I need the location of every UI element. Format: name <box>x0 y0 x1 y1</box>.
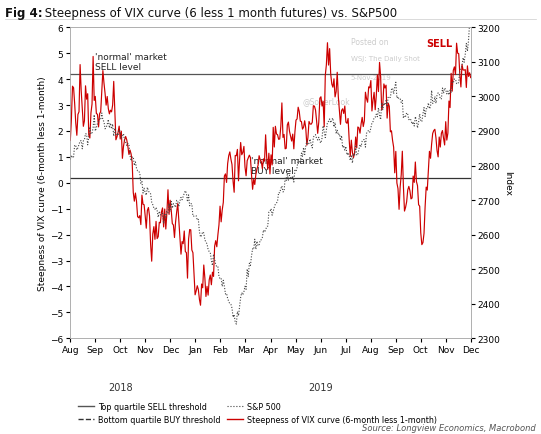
Text: @SoberLook: @SoberLook <box>302 96 350 105</box>
Text: Source: Longview Economics, Macrobond: Source: Longview Economics, Macrobond <box>362 423 536 432</box>
Legend: Top quartile SELL threshold, Bottom quartile BUY threshold, S&P 500, Steepness o: Top quartile SELL threshold, Bottom quar… <box>74 398 440 427</box>
Y-axis label: Index: Index <box>503 171 512 196</box>
Y-axis label: Steepness of VIX curve (6-month less 1-month): Steepness of VIX curve (6-month less 1-m… <box>38 76 48 290</box>
Text: 'normal' market
BUY level: 'normal' market BUY level <box>251 156 322 176</box>
Text: Steepness of VIX curve (6 less 1 month futures) vs. S&P500: Steepness of VIX curve (6 less 1 month f… <box>41 7 397 20</box>
Text: SELL: SELL <box>426 39 452 49</box>
Text: 2019: 2019 <box>308 382 333 392</box>
Text: Fig 4:: Fig 4: <box>5 7 43 20</box>
Text: 'normal' market
SELL level: 'normal' market SELL level <box>95 53 167 72</box>
Text: 5-Nov-2019: 5-Nov-2019 <box>351 75 391 81</box>
Text: WSJ: The Daily Shot: WSJ: The Daily Shot <box>351 56 419 62</box>
Text: Posted on: Posted on <box>351 37 388 46</box>
Text: 2018: 2018 <box>108 382 133 392</box>
